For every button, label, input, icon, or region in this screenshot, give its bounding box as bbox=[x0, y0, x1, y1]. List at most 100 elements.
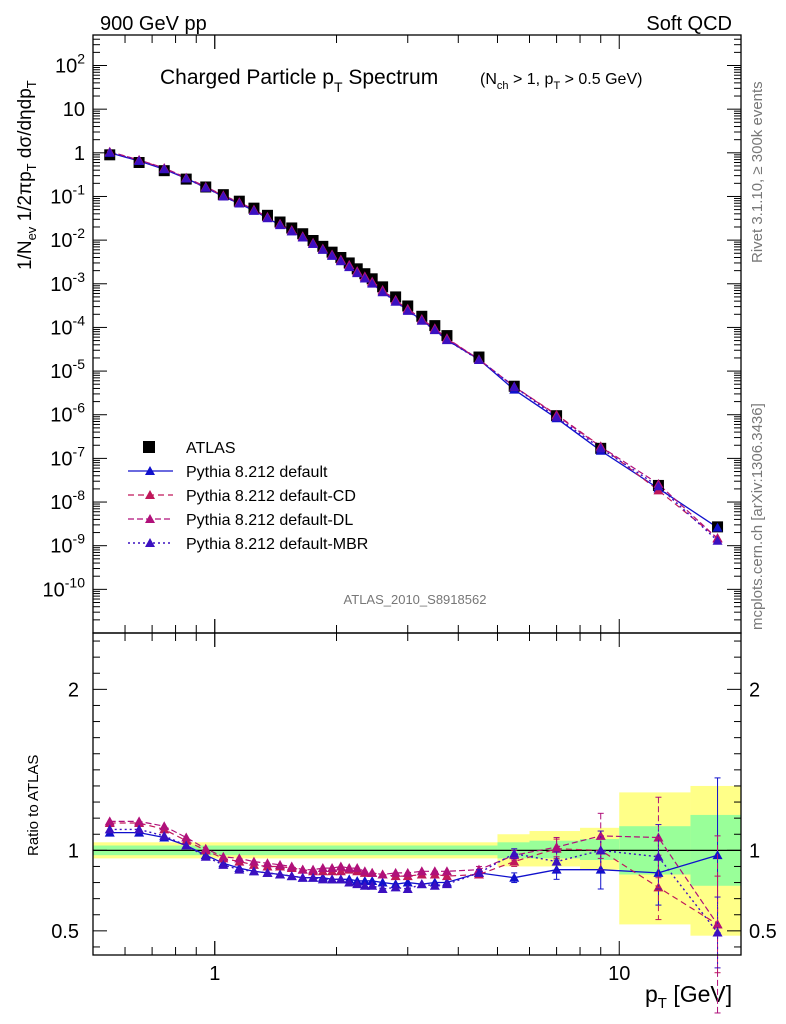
ratio-series-marker bbox=[377, 869, 388, 879]
ratio-series-marker bbox=[200, 843, 211, 853]
main-series-marker bbox=[344, 262, 355, 272]
ratio-series-marker bbox=[344, 877, 355, 887]
ratio-series-marker bbox=[367, 880, 378, 890]
main-series-marker bbox=[441, 335, 452, 345]
main-series-marker bbox=[712, 535, 723, 545]
ratio-y-tick-label: 1 bbox=[68, 840, 79, 862]
ratio-series-marker bbox=[377, 883, 388, 893]
main-series-marker bbox=[551, 412, 562, 422]
ratio-series-marker bbox=[367, 867, 378, 877]
ratio-y-tick-label: 0.5 bbox=[51, 921, 79, 943]
header-right: Soft QCD bbox=[646, 13, 732, 35]
ratio-series-marker bbox=[200, 851, 211, 861]
ratio-series-marker bbox=[335, 874, 346, 884]
ratio-ylabel: Ratio to ATLAS bbox=[25, 755, 42, 856]
ratio-series-marker bbox=[104, 824, 115, 834]
y-tick-label: 10-5 bbox=[50, 356, 85, 383]
main-series-marker bbox=[653, 481, 664, 491]
ratio-series-marker bbox=[416, 866, 427, 876]
main-series-marker bbox=[297, 232, 308, 242]
ratio-series-marker bbox=[159, 830, 170, 840]
analysis-id: ATLAS_2010_S8918562 bbox=[344, 592, 487, 607]
ratio-series-marker bbox=[181, 840, 192, 850]
ratio-series-marker bbox=[335, 866, 346, 876]
main-series-marker bbox=[317, 244, 328, 254]
ratio-series-marker bbox=[234, 853, 245, 863]
main-series-marker bbox=[308, 238, 319, 248]
ratio-y-tick-label: 2 bbox=[68, 679, 79, 701]
main-series-marker bbox=[367, 278, 378, 288]
ratio-series-marker bbox=[344, 863, 355, 873]
ratio-y-tick-label-right: 1 bbox=[749, 840, 760, 862]
ratio-series-marker bbox=[551, 842, 562, 852]
main-ylabel: 1/Nev 1/2πpT dσ/dηdpT bbox=[15, 80, 39, 270]
legend-label: Pythia 8.212 default-DL bbox=[186, 512, 353, 529]
ratio-series-marker bbox=[359, 875, 370, 885]
main-series-marker bbox=[712, 522, 723, 532]
ratio-band-layer bbox=[93, 785, 741, 936]
legend-label: ATLAS bbox=[186, 440, 236, 457]
ratio-series-marker bbox=[359, 866, 370, 876]
ratio-series-marker bbox=[181, 832, 192, 842]
legend-marker bbox=[145, 538, 155, 547]
ratio-series-marker bbox=[595, 830, 606, 840]
main-series-marker bbox=[429, 325, 440, 335]
main-series-marker bbox=[181, 173, 192, 183]
ratio-series-marker bbox=[653, 832, 664, 842]
y-tick-label: 10-7 bbox=[50, 443, 85, 470]
main-series-marker bbox=[200, 182, 211, 192]
main-title-cuts: (Nch > 1, pT > 0.5 GeV) bbox=[480, 71, 642, 92]
main-title: Charged Particle pT Spectrum bbox=[160, 66, 438, 95]
legend-label: Pythia 8.212 default-CD bbox=[186, 488, 356, 505]
x-tick-label: 1 bbox=[209, 963, 220, 985]
x-axis-title: pT [GeV] bbox=[645, 981, 732, 1012]
legend-marker bbox=[145, 490, 155, 499]
main-series-marker bbox=[286, 226, 297, 236]
ratio-series-marker bbox=[308, 864, 319, 874]
main-series-marker bbox=[509, 381, 520, 391]
ratio-y-tick-label-right: 0.5 bbox=[749, 921, 777, 943]
ratio-series-marker bbox=[327, 874, 338, 884]
ratio-series-marker bbox=[509, 872, 520, 882]
ratio-series-marker bbox=[234, 864, 245, 874]
ratio-series-marker bbox=[390, 867, 401, 877]
y-tick-label: 10-3 bbox=[50, 269, 85, 296]
ratio-series-marker bbox=[248, 866, 259, 876]
ratio-series-marker bbox=[317, 874, 328, 884]
rivet-label: Rivet 3.1.10, ≥ 300k events bbox=[749, 81, 766, 263]
ratio-series-marker bbox=[104, 816, 115, 826]
y-tick-label: 1 bbox=[74, 143, 85, 165]
ratio-series-marker bbox=[416, 879, 427, 889]
ratio-series-marker bbox=[429, 866, 440, 876]
ratio-series-marker bbox=[441, 879, 452, 889]
ratio-series-marker bbox=[473, 867, 484, 877]
ratio-series-marker bbox=[286, 861, 297, 871]
ratio-series-marker bbox=[551, 856, 562, 866]
ratio-series-marker bbox=[275, 869, 286, 879]
ratio-y-tick-label-right: 2 bbox=[749, 679, 760, 701]
main-series-marker bbox=[377, 287, 388, 297]
ratio-series-marker bbox=[595, 845, 606, 855]
ratio-series-marker bbox=[359, 880, 370, 890]
main-series-marker bbox=[327, 250, 338, 260]
ratio-series-marker bbox=[441, 871, 452, 881]
ratio-series-marker bbox=[367, 875, 378, 885]
ratio-series-marker bbox=[262, 867, 273, 877]
ratio-series-marker bbox=[134, 816, 145, 826]
main-series-marker bbox=[248, 205, 259, 215]
ratio-series-marker bbox=[335, 861, 346, 871]
legend-label: Pythia 8.212 default bbox=[186, 464, 328, 481]
ratio-series-line bbox=[109, 820, 718, 925]
legend-marker bbox=[145, 466, 155, 475]
ratio-plot-layer bbox=[104, 777, 723, 1014]
main-series-marker bbox=[218, 191, 229, 201]
ratio-series-marker bbox=[218, 851, 229, 861]
axes-layer: 1 10 102 10 1 10-1 10-2 10-3 10-4 10-5 10-6 10-7 10-… bbox=[43, 34, 777, 985]
ratio-series-marker bbox=[134, 824, 145, 834]
main-series-line bbox=[109, 151, 718, 542]
main-series-marker bbox=[159, 164, 170, 174]
legend-marker-atlas bbox=[143, 441, 155, 453]
ratio-series-marker bbox=[262, 858, 273, 868]
ratio-series-marker bbox=[275, 859, 286, 869]
y-tick-label: 10-2 bbox=[50, 225, 85, 252]
